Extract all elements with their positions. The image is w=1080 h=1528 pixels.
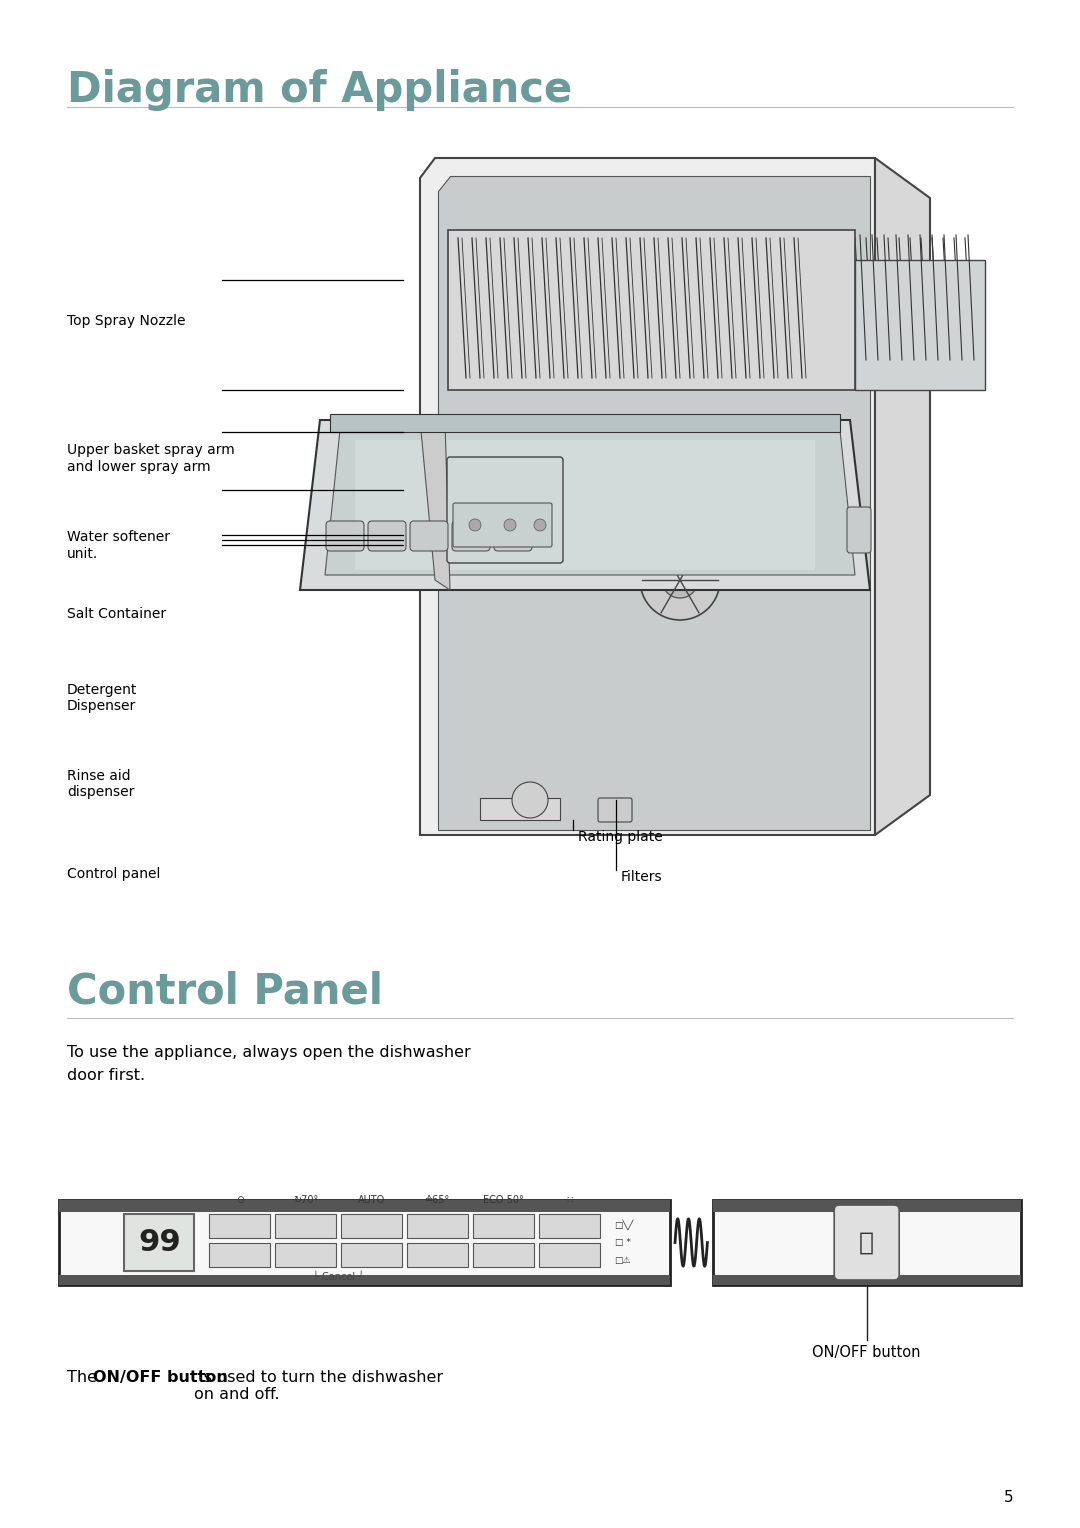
FancyBboxPatch shape [410, 521, 448, 552]
Circle shape [702, 542, 738, 578]
Circle shape [640, 539, 720, 620]
Circle shape [534, 520, 546, 532]
Text: Salt Container: Salt Container [67, 607, 166, 622]
Text: ON/OFF button: ON/OFF button [812, 1345, 921, 1360]
Text: To use the appliance, always open the dishwasher
door first.: To use the appliance, always open the di… [67, 1045, 471, 1083]
FancyBboxPatch shape [539, 1242, 599, 1267]
FancyBboxPatch shape [713, 1199, 1021, 1212]
Polygon shape [420, 157, 875, 834]
Polygon shape [300, 420, 870, 590]
Text: ⊙: ⊙ [235, 1195, 244, 1206]
FancyBboxPatch shape [59, 1199, 670, 1212]
FancyBboxPatch shape [341, 1215, 402, 1238]
Text: is used to turn the dishwasher
on and off.: is used to turn the dishwasher on and of… [194, 1371, 443, 1403]
Circle shape [662, 562, 698, 597]
Text: Filters: Filters [621, 869, 663, 885]
Polygon shape [875, 157, 930, 834]
FancyBboxPatch shape [326, 521, 364, 552]
Text: ≙65°: ≙65° [424, 1195, 450, 1206]
Text: ↻70°: ↻70° [293, 1195, 319, 1206]
Polygon shape [325, 429, 855, 575]
Text: Detergent
Dispenser: Detergent Dispenser [67, 683, 137, 714]
Text: 99: 99 [138, 1229, 180, 1258]
FancyBboxPatch shape [275, 1242, 336, 1267]
FancyBboxPatch shape [368, 521, 406, 552]
FancyBboxPatch shape [539, 1215, 599, 1238]
FancyBboxPatch shape [453, 521, 490, 552]
Circle shape [504, 520, 516, 532]
Text: Control Panel: Control Panel [67, 970, 383, 1012]
Text: 5: 5 [1003, 1490, 1013, 1505]
Circle shape [469, 520, 481, 532]
FancyBboxPatch shape [124, 1215, 194, 1271]
Text: □ *: □ * [615, 1238, 631, 1247]
FancyBboxPatch shape [494, 521, 532, 552]
FancyBboxPatch shape [480, 798, 561, 821]
Polygon shape [438, 176, 870, 830]
Text: Upper basket spray arm
and lower spray arm: Upper basket spray arm and lower spray a… [67, 443, 234, 474]
Text: Rinse aid
dispenser: Rinse aid dispenser [67, 769, 134, 799]
Text: □╲╱: □╲╱ [615, 1219, 634, 1230]
FancyBboxPatch shape [59, 1199, 670, 1285]
Polygon shape [420, 420, 450, 590]
Circle shape [635, 515, 685, 565]
FancyBboxPatch shape [330, 414, 840, 432]
FancyBboxPatch shape [473, 1215, 534, 1238]
Text: ON/OFF button: ON/OFF button [93, 1371, 228, 1384]
FancyBboxPatch shape [355, 440, 815, 570]
Circle shape [646, 526, 674, 555]
Circle shape [532, 461, 588, 518]
Text: Top Spray Nozzle: Top Spray Nozzle [67, 313, 186, 329]
Text: └ Cancel ┘: └ Cancel ┘ [313, 1271, 364, 1282]
Text: □⚠: □⚠ [615, 1256, 631, 1265]
Text: Control panel: Control panel [67, 866, 160, 882]
FancyBboxPatch shape [210, 1242, 270, 1267]
Text: Water softener
unit.: Water softener unit. [67, 530, 170, 561]
Text: The: The [67, 1371, 103, 1384]
Circle shape [512, 782, 548, 817]
FancyBboxPatch shape [713, 1274, 1021, 1285]
Text: AUTO: AUTO [357, 1195, 386, 1206]
FancyBboxPatch shape [855, 260, 985, 390]
Circle shape [544, 474, 576, 506]
FancyBboxPatch shape [473, 1242, 534, 1267]
FancyBboxPatch shape [453, 503, 552, 547]
Text: ⏻: ⏻ [860, 1230, 874, 1254]
Text: Rating plate: Rating plate [578, 830, 662, 843]
Text: Diagram of Appliance: Diagram of Appliance [67, 69, 572, 110]
FancyBboxPatch shape [407, 1242, 468, 1267]
FancyBboxPatch shape [847, 507, 870, 553]
FancyBboxPatch shape [448, 231, 855, 390]
Text: ECO 50°: ECO 50° [483, 1195, 524, 1206]
FancyBboxPatch shape [59, 1274, 670, 1285]
FancyBboxPatch shape [210, 1215, 270, 1238]
FancyBboxPatch shape [834, 1206, 900, 1280]
FancyBboxPatch shape [341, 1242, 402, 1267]
FancyBboxPatch shape [275, 1215, 336, 1238]
FancyBboxPatch shape [713, 1199, 1021, 1285]
FancyBboxPatch shape [447, 457, 563, 562]
FancyBboxPatch shape [598, 798, 632, 822]
FancyBboxPatch shape [407, 1215, 468, 1238]
Text: ∷: ∷ [566, 1195, 572, 1206]
